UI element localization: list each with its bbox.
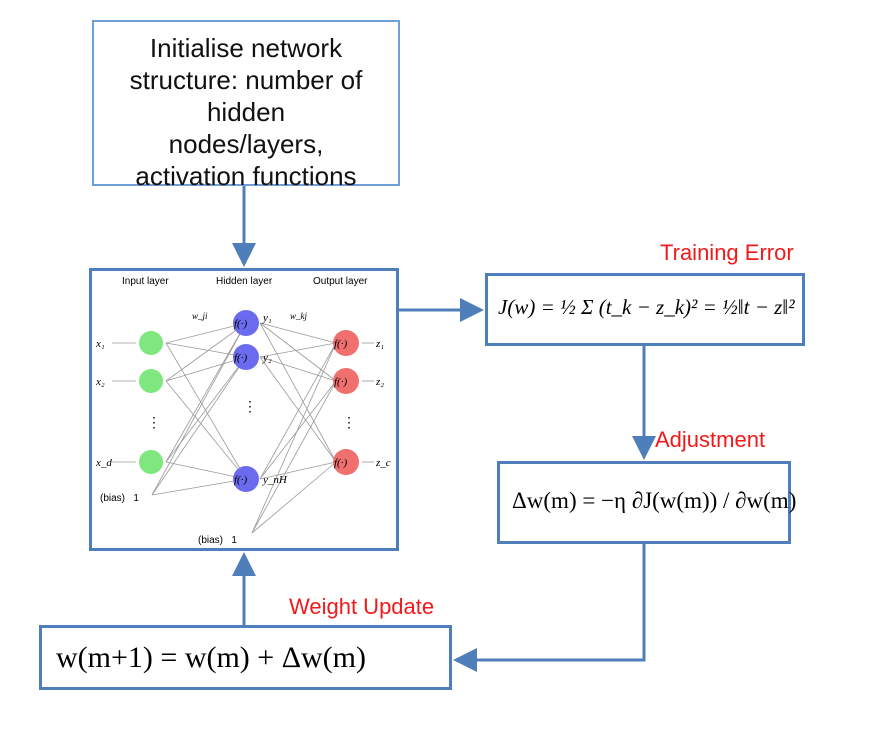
adjustment-formula-box: Δw(m) = −η ∂J(w(m)) / ∂w(m): [497, 461, 796, 544]
output-layer-title: Output layer: [313, 276, 368, 287]
init-network-text: Initialise network structure: number of …: [129, 33, 363, 191]
hidden-node: [233, 310, 259, 336]
output-node: [333, 368, 359, 394]
network-diagram: Input layer Hidden layer Output layer x₁…: [95, 276, 391, 546]
hidden-layer-title: Hidden layer: [216, 276, 273, 287]
output-ellipsis: ⋮: [342, 416, 356, 431]
weight-wji-label: w_ji: [192, 311, 208, 321]
network-edges: [112, 322, 374, 534]
input-x1-label: x₁: [95, 338, 105, 350]
hidden-output-ynh: y_nH: [262, 474, 288, 486]
output-node: [333, 330, 359, 356]
hidden-ellipsis: ⋮: [243, 400, 257, 415]
hidden-node: [233, 344, 259, 370]
adjustment-formula: Δw(m) = −η ∂J(w(m)) / ∂w(m): [512, 488, 797, 513]
adjustment-label: Adjustment: [655, 427, 766, 452]
training-error-formula: J(w) = ½ Σ (t_k − z_k)² = ½‖t − z‖²: [498, 295, 795, 319]
output-nodes: [333, 330, 359, 475]
weight-update-label: Weight Update: [289, 594, 435, 619]
hidden-output-y2: y₂: [262, 352, 272, 364]
input-x2-label: x₂: [95, 376, 105, 388]
input-ellipsis: ⋮: [147, 416, 161, 431]
hidden-node-1-label: f(·): [234, 318, 247, 330]
weight-update-formula: w(m+1) = w(m) + Δw(m): [56, 641, 366, 674]
input-node: [139, 450, 163, 474]
output-z2-label: z₂: [375, 376, 384, 388]
input-node: [139, 369, 163, 393]
input-nodes: [139, 331, 163, 474]
input-node: [139, 331, 163, 355]
neural-network-box: Input layer Hidden layer Output layer x₁…: [89, 268, 399, 551]
output-node: [333, 449, 359, 475]
output-node-1-label: f(·): [334, 338, 347, 350]
hidden-output-y1: y₁: [262, 312, 272, 324]
hidden-node-2-label: f(·): [234, 352, 247, 364]
output-zc-label: z_c: [375, 457, 391, 469]
training-error-label: Training Error: [660, 240, 794, 265]
hidden-nodes: [233, 310, 259, 492]
hidden-bias-label: (bias) 1: [198, 535, 237, 546]
input-layer-title: Input layer: [122, 276, 169, 287]
weight-update-formula-box: w(m+1) = w(m) + Δw(m): [39, 625, 452, 690]
output-node-2-label: f(·): [334, 376, 347, 388]
input-xd-label: x_d: [95, 457, 112, 469]
output-node-3-label: f(·): [334, 457, 347, 469]
weight-wkj-label: w_kj: [290, 311, 307, 321]
arrow-adjustment-to-update: [453, 544, 646, 672]
hidden-node-3-label: f(·): [234, 474, 247, 486]
training-error-formula-box: J(w) = ½ Σ (t_k − z_k)² = ½‖t − z‖²: [485, 273, 805, 346]
init-network-box: Initialise network structure: number of …: [92, 20, 400, 191]
hidden-node: [233, 466, 259, 492]
output-z1-label: z₁: [375, 338, 384, 350]
input-bias-label: (bias) 1: [100, 493, 139, 504]
